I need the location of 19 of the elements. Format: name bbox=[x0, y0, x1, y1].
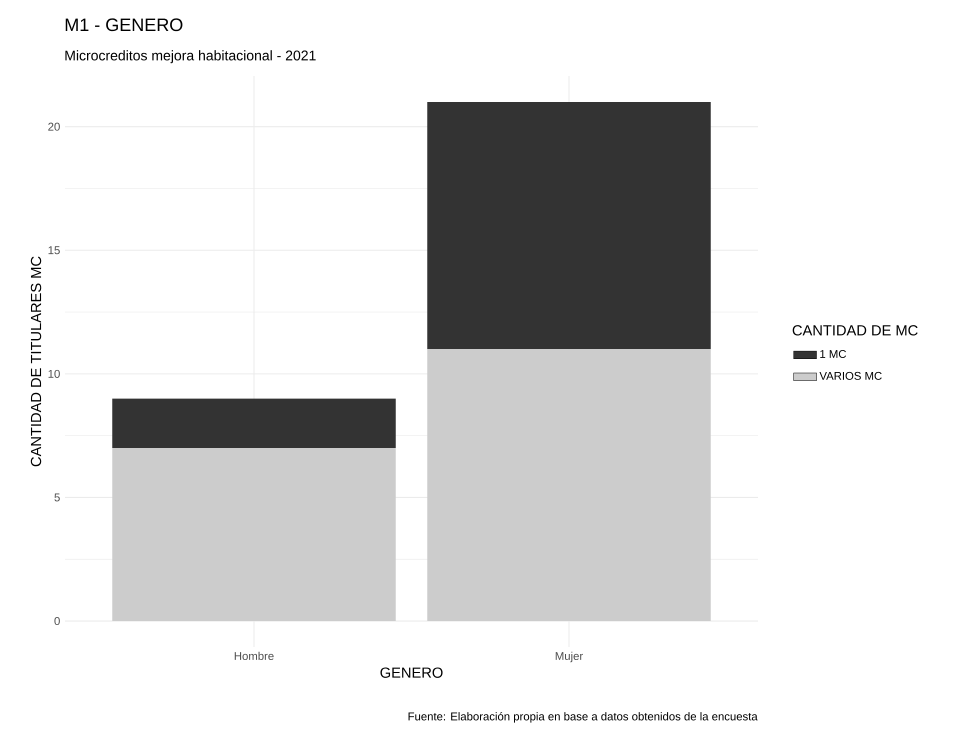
y-tick-label: 20 bbox=[48, 122, 60, 131]
bar bbox=[112, 398, 396, 448]
y-axis-title: CANTIDAD DE TITULARES MC bbox=[30, 256, 42, 466]
bar bbox=[427, 102, 711, 350]
bar bbox=[112, 448, 396, 622]
bar bbox=[427, 349, 711, 622]
chart-subtitle: Microcreditos mejora habitacional - 2021 bbox=[65, 50, 316, 64]
y-tick-label: 10 bbox=[48, 370, 60, 378]
legend-label: 1 MC bbox=[820, 350, 846, 358]
y-tick-label: 15 bbox=[48, 246, 60, 254]
source-note: Fuente: Elaboración propia en base a datos obtenidos de la encuesta bbox=[408, 712, 758, 723]
x-tick-label: Hombre bbox=[234, 652, 274, 660]
x-tick-label: Mujer bbox=[556, 652, 583, 662]
legend-title: CANTIDAD DE MC bbox=[792, 325, 918, 336]
y-tick-label: 5 bbox=[54, 493, 60, 502]
x-axis-title: GENERO bbox=[380, 667, 443, 678]
chart-title: M1 - GENERO bbox=[66, 18, 182, 32]
legend-label: VARIOS MC bbox=[819, 372, 882, 380]
y-tick-label: 0 bbox=[54, 617, 60, 626]
